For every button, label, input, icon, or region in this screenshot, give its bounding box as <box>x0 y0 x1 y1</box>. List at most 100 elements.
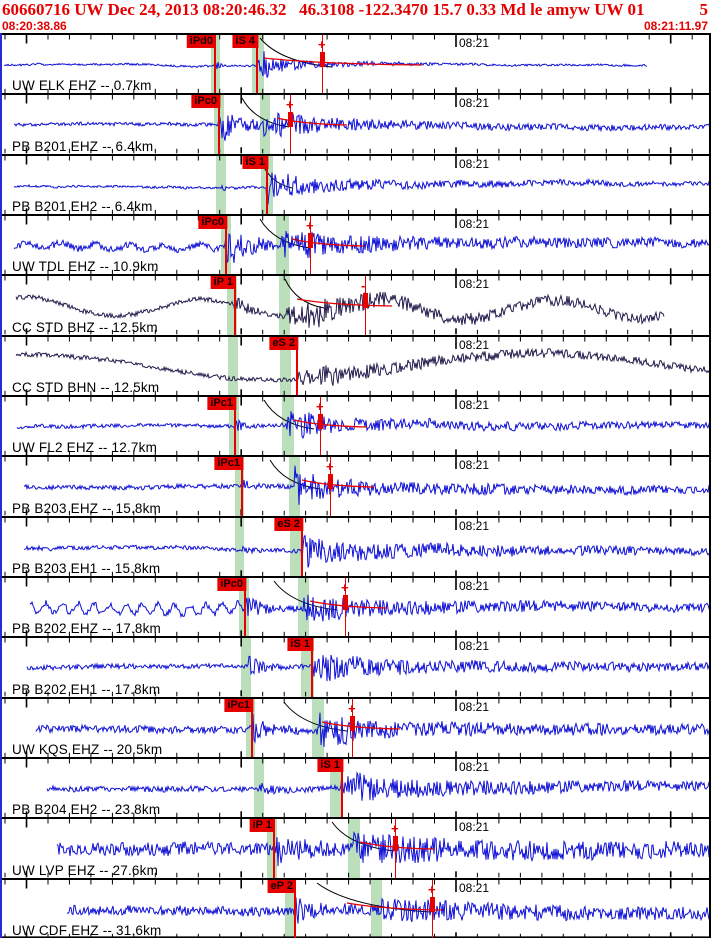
phase-pick-label[interactable]: eP 2 <box>267 879 296 893</box>
phase-highlight-band <box>216 155 226 214</box>
phase-pick-line[interactable] <box>234 396 236 456</box>
phase-highlight-band <box>227 276 237 335</box>
amplitude-envelope <box>263 57 423 66</box>
amplitude-marker-bar[interactable] <box>343 594 348 610</box>
waveform <box>4 638 709 697</box>
phase-highlight-band <box>348 819 360 878</box>
trace-panel[interactable]: 08:21 UW LVP EHZ -- 27.6km iP 1 + <box>2 817 709 878</box>
station-label: PB B203 EHZ -- 15.8km <box>12 500 162 516</box>
amplitude-sign: + <box>306 217 314 233</box>
phase-pick-label[interactable]: iPc1 <box>207 396 236 410</box>
minute-label: 08:21 <box>459 578 490 593</box>
station-label: UW LVP EHZ -- 27.6km <box>12 862 159 878</box>
amplitude-sign: + <box>341 579 349 595</box>
station-label: PB B203 EH1 -- 15.8km <box>12 560 161 576</box>
phase-highlight-band <box>235 517 244 576</box>
phase-pick-line[interactable] <box>256 35 258 94</box>
header-right-value: 5 <box>699 0 709 19</box>
amplitude-marker-bar[interactable] <box>288 112 293 128</box>
trace-panel[interactable]: 08:21 PB B202 EHZ -- 17.8km iPc0 + <box>2 575 709 637</box>
waveform <box>4 155 709 214</box>
phase-pick-label[interactable]: iS 1 <box>242 155 268 169</box>
phase-pick-line[interactable] <box>244 577 246 637</box>
phase-pick-label[interactable]: iP 1 <box>249 819 275 833</box>
phase-pick-label[interactable]: iS 1 <box>317 758 343 772</box>
phase-pick-line[interactable] <box>311 638 313 697</box>
phase-pick-label[interactable]: iS 1 <box>287 638 313 652</box>
amplitude-marker-bar[interactable] <box>350 715 355 731</box>
phase-pick-line[interactable] <box>296 336 298 395</box>
phase-pick-label[interactable]: iPc1 <box>214 457 243 471</box>
phase-highlight-band <box>241 638 251 697</box>
coda-curve <box>263 399 315 430</box>
window-start-time: 08:20:38.86 <box>2 19 67 33</box>
phase-pick-line[interactable] <box>234 276 236 335</box>
phase-pick-line[interactable] <box>251 698 253 757</box>
phase-pick-label[interactable]: iPc0 <box>191 95 220 109</box>
trace-panel[interactable]: 08:21 PB B203 EHZ -- 15.8km iPc1 + <box>2 455 709 516</box>
amplitude-marker-bar[interactable] <box>430 896 435 912</box>
trace-panel[interactable]: 08:21 UW FL2 EHZ -- 12.7km iPc1 + <box>2 394 709 456</box>
trace-panel[interactable]: 08:21 PB B204 EH2 -- 23.8km iS 1 <box>2 756 709 818</box>
coda-curve <box>284 279 325 309</box>
phase-pick-line[interactable] <box>214 35 216 94</box>
trace-panel[interactable]: 08:21 PB B201 EH2 -- 6.4km iS 1 <box>2 153 709 214</box>
phase-pick-label[interactable]: iS 4 <box>232 35 258 48</box>
station-label: UW TDL EHZ -- 10.9km <box>12 259 159 275</box>
waveform <box>4 698 709 757</box>
amplitude-envelope <box>296 298 393 307</box>
amplitude-marker-bar[interactable] <box>393 836 398 852</box>
amplitude-marker-bar[interactable] <box>363 293 368 309</box>
phase-pick-line[interactable] <box>266 155 268 214</box>
amplitude-envelope <box>276 117 348 126</box>
phase-pick-line[interactable] <box>225 215 227 275</box>
amplitude-envelope <box>346 901 443 911</box>
phase-pick-label[interactable]: iPd0 <box>186 35 216 48</box>
trace-panel[interactable]: 08:21 CC STD BHN -- 12.5km eS 2 <box>2 334 709 395</box>
trace-panel[interactable]: 08:21 PB B201 EHZ -- 6.4km iPc0 + <box>2 93 709 154</box>
phase-highlight-band <box>246 698 255 757</box>
waveform <box>4 819 709 878</box>
amplitude-sign: + <box>391 821 399 837</box>
phase-highlight-band <box>252 35 264 94</box>
phase-highlight-band <box>280 336 291 395</box>
waveform <box>4 577 709 637</box>
minute-label: 08:21 <box>459 518 490 533</box>
amplitude-sign: + <box>316 398 324 414</box>
phase-pick-line[interactable] <box>294 879 296 938</box>
amplitude-envelope <box>291 238 365 247</box>
amplitude-marker-bar[interactable] <box>320 52 325 67</box>
phase-pick-label[interactable]: eS 2 <box>269 336 298 350</box>
waveform <box>4 396 709 456</box>
phase-pick-label[interactable]: iPc1 <box>224 698 253 712</box>
phase-pick-label[interactable]: eS 2 <box>274 517 303 531</box>
minute-label: 08:21 <box>459 458 490 473</box>
station-label: PB B201 EH2 -- 6.4km <box>12 198 153 214</box>
trace-panel[interactable]: 08:21 UW CDF EHZ -- 31.6km eP 2 + <box>2 877 709 938</box>
trace-panel[interactable]: 08:21 PB B203 EH1 -- 15.8km eS 2 <box>2 515 709 576</box>
amplitude-marker-bar[interactable] <box>318 413 323 429</box>
amplitude-marker-bar[interactable] <box>328 474 333 490</box>
amplitude-envelope <box>359 841 435 850</box>
trace-panel[interactable]: 08:21 UW ELK EHZ -- 0.7km iPd0 iS 4 + <box>2 33 709 94</box>
trace-panel[interactable]: 08:21 UW TDL EHZ -- 10.9km iPc0 + <box>2 213 709 275</box>
trace-panel[interactable]: 08:21 PB B202 EH1 -- 17.8km iS 1 <box>2 636 709 697</box>
phase-pick-line[interactable] <box>273 819 275 878</box>
window-end-time: 08:21:11.97 <box>643 19 708 33</box>
trace-panel[interactable]: 08:21 UW KQS EHZ -- 20.5km iPc1 + <box>2 696 709 757</box>
amplitude-sign: - <box>361 278 366 294</box>
phase-pick-line[interactable] <box>301 517 303 576</box>
amplitude-envelope <box>321 720 401 730</box>
minute-label: 08:21 <box>459 880 490 895</box>
phase-pick-label[interactable]: iP 1 <box>210 276 236 290</box>
phase-pick-label[interactable]: iPc0 <box>217 577 246 591</box>
trace-panel-stack: 08:21 UW ELK EHZ -- 0.7km iPd0 iS 4 + 08:2… <box>0 33 711 938</box>
event-title: 60660716 UW Dec 24, 2013 08:20:46.32 46.… <box>2 0 645 19</box>
phase-pick-line[interactable] <box>241 457 243 516</box>
trace-panel[interactable]: 08:21 CC STD BHZ -- 12.5km iP 1 - <box>2 274 709 335</box>
phase-pick-label[interactable]: iPc0 <box>198 215 227 229</box>
amplitude-marker-bar[interactable] <box>308 232 313 248</box>
minute-label: 08:21 <box>459 397 490 412</box>
phase-pick-line[interactable] <box>218 95 220 154</box>
phase-pick-line[interactable] <box>341 758 343 818</box>
